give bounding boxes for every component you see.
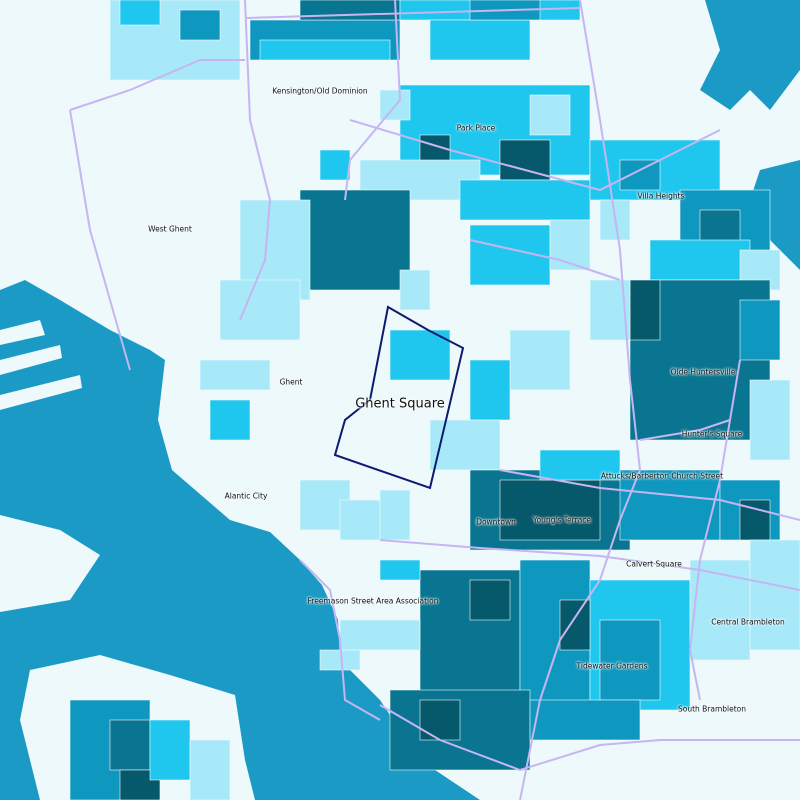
road xyxy=(349,119,721,192)
tract-block[interactable] xyxy=(499,479,601,541)
piers xyxy=(0,320,82,410)
tract-block[interactable] xyxy=(199,359,271,391)
tract-block[interactable] xyxy=(619,469,721,541)
road xyxy=(379,539,800,591)
tract-block[interactable] xyxy=(619,159,661,191)
tract-block[interactable] xyxy=(629,279,661,341)
road xyxy=(69,59,245,111)
tract-block[interactable] xyxy=(259,39,391,61)
road xyxy=(469,239,621,281)
west-shore-land xyxy=(0,515,100,612)
label-freemason: Freemason Street Area Association xyxy=(307,596,439,606)
label-downtown: Downtown xyxy=(476,517,516,527)
label-alantic-city: Alantic City xyxy=(224,491,268,501)
tract-block[interactable] xyxy=(389,329,451,381)
road xyxy=(299,559,381,721)
tract-block[interactable] xyxy=(219,279,301,341)
label-ghent: Ghent xyxy=(279,377,303,387)
tract-block[interactable] xyxy=(429,419,501,471)
label-park-place: Park Place xyxy=(456,123,496,133)
label-south-brambleton: South Brambleton xyxy=(677,704,747,714)
tract-block[interactable] xyxy=(179,9,221,41)
label-west-ghent: West Ghent xyxy=(148,224,192,234)
label-olde-huntersville: Olde Huntersville xyxy=(670,367,736,377)
road-network xyxy=(69,0,800,800)
tract-block[interactable] xyxy=(469,359,511,421)
road xyxy=(69,109,131,371)
tract-block[interactable] xyxy=(649,239,751,281)
label-attucks-barberton: Attucks/Barberton Church Street xyxy=(600,471,724,481)
tract-block[interactable] xyxy=(379,559,421,581)
road xyxy=(688,359,741,701)
tract-block[interactable] xyxy=(189,739,231,800)
road xyxy=(239,0,272,321)
tract-block[interactable] xyxy=(109,719,151,771)
tract-block[interactable] xyxy=(319,649,361,671)
atlantic-city-land xyxy=(160,345,330,540)
ghent-square-outline xyxy=(333,305,465,490)
label-hunters-square: Hunter's Square xyxy=(681,429,743,439)
tract-block[interactable] xyxy=(469,579,511,621)
tract-block[interactable] xyxy=(749,539,800,651)
tract-block[interactable] xyxy=(739,299,781,361)
road xyxy=(379,704,800,772)
tract-block[interactable] xyxy=(749,379,791,461)
label-calvert-square: Calvert Square xyxy=(626,559,682,569)
river-water-north xyxy=(700,0,800,110)
tract-block[interactable] xyxy=(559,599,591,651)
tract-block[interactable] xyxy=(399,269,431,311)
label-youngs-terrace: Young's Terrace xyxy=(532,515,592,525)
road xyxy=(499,469,800,521)
tract-block[interactable] xyxy=(299,0,401,21)
label-tidewater-gardens: Tidewater Gardens xyxy=(576,661,648,671)
label-villa-heights: Villa Heights xyxy=(637,191,685,201)
tract-block[interactable] xyxy=(509,329,571,391)
label-ghent-square: Ghent Square xyxy=(355,396,445,412)
river-water-east xyxy=(750,160,800,270)
tract-block[interactable] xyxy=(599,619,661,701)
road xyxy=(244,7,581,19)
tract-block[interactable] xyxy=(419,699,461,741)
tract-block[interactable] xyxy=(339,499,381,541)
label-kensington: Kensington/Old Dominion xyxy=(272,86,368,96)
tract-block[interactable] xyxy=(459,179,591,221)
tract-block[interactable] xyxy=(209,399,251,441)
tract-block[interactable] xyxy=(119,0,161,26)
label-central-brambleton: Central Brambleton xyxy=(711,617,785,627)
tract-block[interactable] xyxy=(149,719,191,781)
tract-block[interactable] xyxy=(529,94,571,136)
tract-block[interactable] xyxy=(549,219,591,271)
tract-block[interactable] xyxy=(299,189,411,291)
road xyxy=(344,0,402,201)
tract-blocks xyxy=(69,0,800,800)
tract-block[interactable] xyxy=(429,19,531,61)
tract-block[interactable] xyxy=(529,699,641,741)
tract-block[interactable] xyxy=(499,139,551,181)
tract-block[interactable] xyxy=(319,149,351,181)
tract-block[interactable] xyxy=(379,489,411,541)
tract-block[interactable] xyxy=(539,449,621,481)
tract-block[interactable] xyxy=(339,619,421,651)
road xyxy=(639,419,731,441)
